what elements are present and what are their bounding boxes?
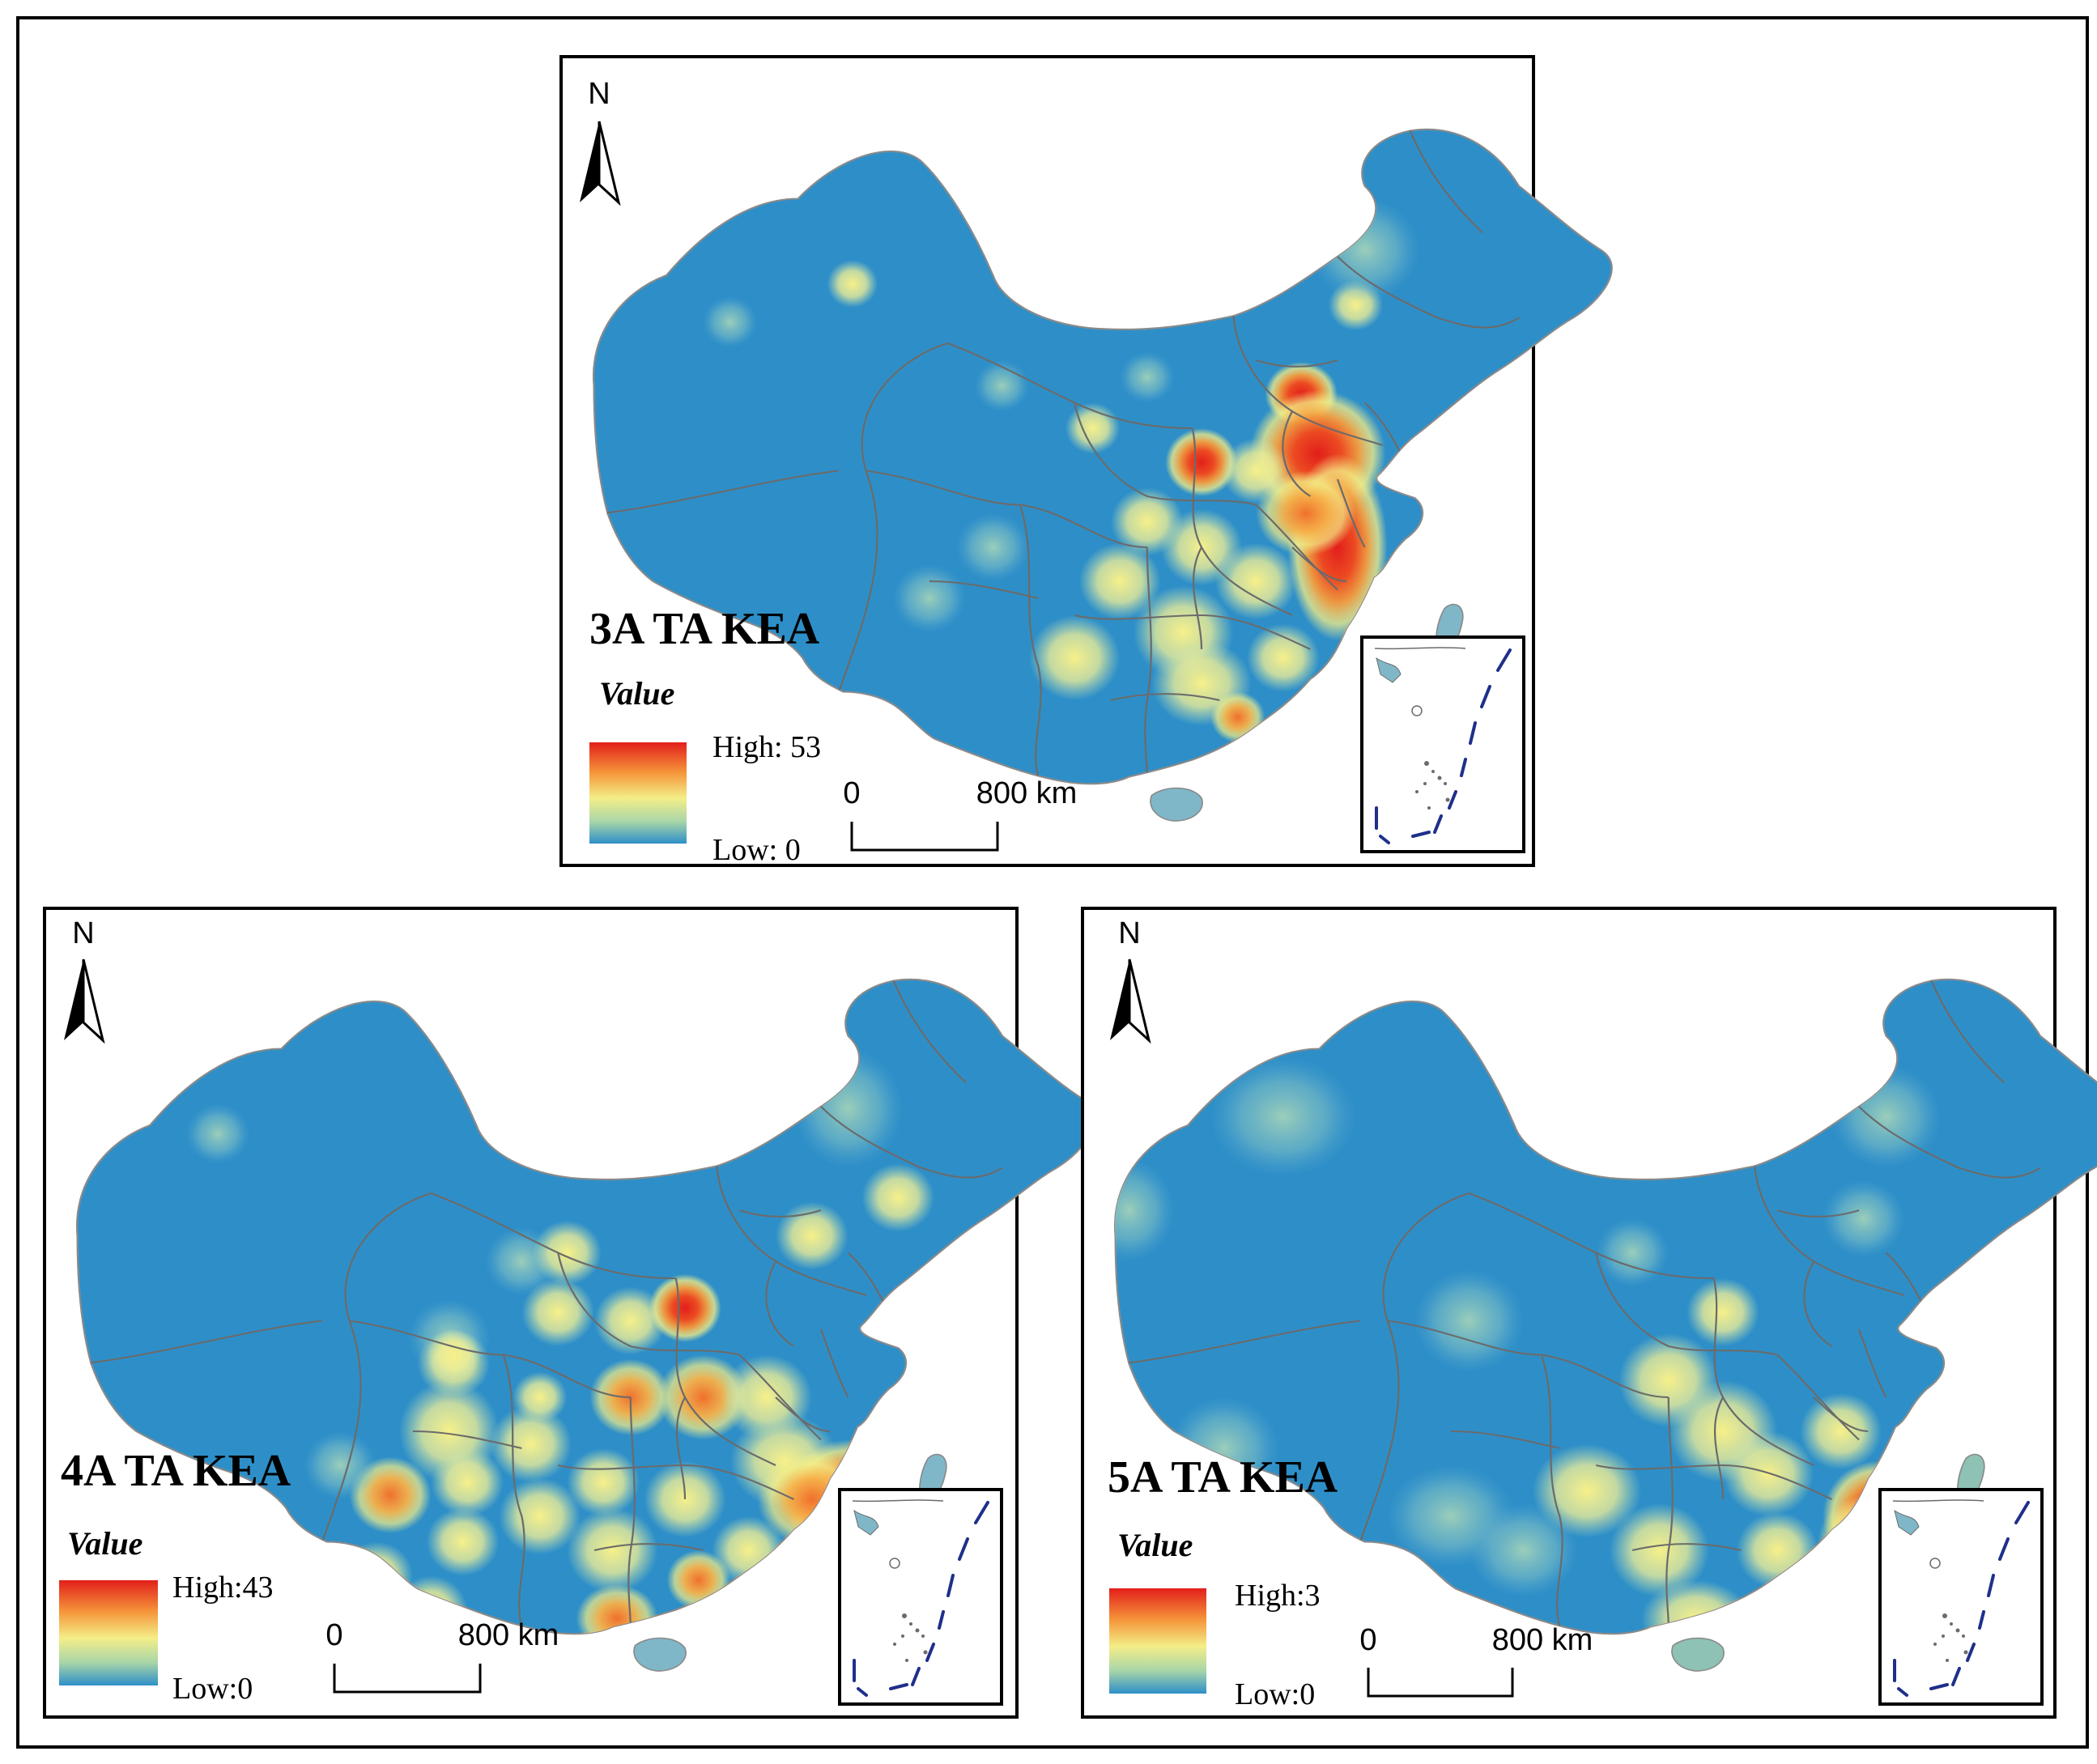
- panel-3a-scale-end: 800 km: [976, 776, 1078, 810]
- panel-3a: N 3A TA KEA Value High: 53 Low: 0 0 800 …: [559, 55, 1613, 867]
- outer-frame: [16, 16, 2089, 1749]
- panel-3a-map: [592, 128, 1613, 822]
- panel-3a-low-label: Low: 0: [712, 833, 801, 867]
- panel-3a-scale-bar: [850, 822, 999, 852]
- panel-4a-scale-zero: 0: [325, 1618, 342, 1652]
- panel-3a-legend-ramp: [589, 742, 687, 844]
- panel-5a-scale-zero: 0: [1359, 1623, 1376, 1657]
- panel-4a-north-label: N: [72, 916, 94, 950]
- panel-4a-legend-title: Value: [67, 1525, 142, 1562]
- panel-4a: N 4A TA KEA Value High:43 Low:0 0 800 km: [43, 907, 1096, 1719]
- panel-3a-scale-zero: 0: [843, 776, 860, 810]
- panel-4a-high-label: High:43: [172, 1571, 274, 1605]
- panel-3a-high-label: High: 53: [712, 730, 821, 764]
- panel-5a-legend-title: Value: [1117, 1527, 1193, 1563]
- panel-5a-north-label: N: [1118, 916, 1140, 950]
- panel-3a-legend-title: Value: [599, 675, 674, 712]
- panel-3a-north-label: N: [588, 77, 610, 111]
- panel-5a-scale-bar: [1367, 1668, 1514, 1698]
- panel-4a-scale-end: 800 km: [458, 1618, 559, 1652]
- panel-5a: N 5A TA KEA Value High:3 Low:0 0 800 km: [1081, 907, 2097, 1719]
- panel-3a-title: 3A TA KEA: [589, 604, 820, 654]
- panel-5a-title: 5A TA KEA: [1108, 1452, 1338, 1503]
- panel-4a-low-label: Low:0: [172, 1672, 253, 1706]
- panel-5a-low-label: Low:0: [1235, 1677, 1315, 1711]
- panel-4a-map: [75, 978, 1096, 1672]
- panel-5a-legend-ramp: [1109, 1588, 1206, 1694]
- panel-4a-scale-bar: [333, 1664, 482, 1694]
- panel-5a-scale-end: 800 km: [1492, 1623, 1593, 1657]
- panel-4a-title: 4A TA KEA: [61, 1446, 291, 1496]
- panel-5a-high-label: High:3: [1235, 1579, 1321, 1613]
- panel-4a-legend-ramp: [59, 1580, 158, 1685]
